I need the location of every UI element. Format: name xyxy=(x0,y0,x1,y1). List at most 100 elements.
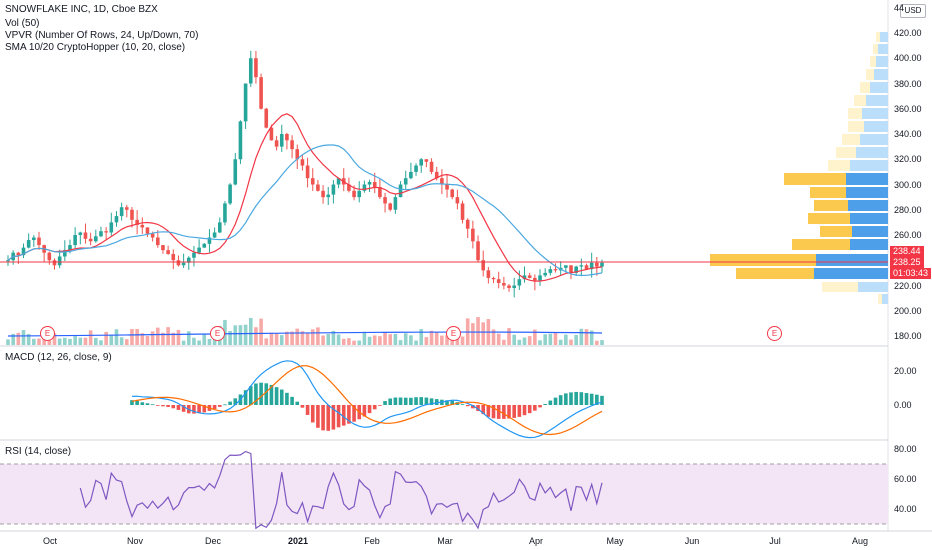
time-axis[interactable]: Oct Nov Dec 2021 Feb Mar Apr May Jun Jul Aug xyxy=(0,531,888,550)
vpvr-down-bar xyxy=(810,187,846,198)
candle-body xyxy=(331,184,336,195)
volume-bar xyxy=(341,338,346,345)
macd-histogram-bar xyxy=(202,405,207,413)
candle-body xyxy=(140,224,145,228)
vpvr-down-bar xyxy=(848,108,862,119)
candle-body xyxy=(295,149,300,160)
indicator-vol-label[interactable]: Vol (50) xyxy=(5,18,40,29)
time-tick: Apr xyxy=(528,536,544,546)
currency-button[interactable]: USD xyxy=(900,4,926,18)
volume-bar xyxy=(548,333,553,345)
volume-bar xyxy=(176,329,181,345)
candle-body xyxy=(83,232,88,239)
countdown-badge: 01:03:43 xyxy=(890,268,932,279)
volume-bar xyxy=(259,318,263,345)
price-tick: 220.00 xyxy=(894,280,922,291)
volume-bar xyxy=(52,333,57,345)
macd-histogram-bar xyxy=(522,405,527,416)
candle-body xyxy=(68,245,72,251)
time-tick: May xyxy=(606,536,624,546)
earnings-marker-1[interactable]: E xyxy=(40,326,55,341)
macd-histogram-bar xyxy=(331,405,336,430)
volume-bar xyxy=(512,334,516,345)
macd-histogram-bar xyxy=(434,399,439,405)
candle-body xyxy=(419,159,424,166)
vpvr-up-bar xyxy=(814,268,888,279)
volume-bar xyxy=(88,330,93,345)
candle-body xyxy=(502,282,506,286)
vpvr-up-bar xyxy=(848,200,888,211)
volume-bar xyxy=(37,338,41,345)
vpvr-up-bar xyxy=(866,95,888,106)
vpvr-down-bar xyxy=(836,147,856,158)
volume-bar xyxy=(155,327,160,345)
candle-body xyxy=(6,260,10,262)
rsi-label[interactable]: RSI (14, close) xyxy=(5,446,72,457)
time-tick: Nov xyxy=(126,536,144,546)
price-tick: 280.00 xyxy=(894,204,922,215)
macd-histogram-bar xyxy=(161,405,165,407)
candle-body xyxy=(254,58,258,78)
candle-body xyxy=(248,58,253,84)
candle-body xyxy=(538,275,542,281)
volume-bar xyxy=(403,333,408,345)
volume-bar xyxy=(362,331,367,345)
indicator-vpvr-label[interactable]: VPVR (Number Of Rows, 24, Up/Down, 70) xyxy=(5,30,199,41)
candle-body xyxy=(414,165,418,172)
volume-bar xyxy=(130,328,134,345)
macd-histogram-bar xyxy=(290,396,294,405)
volume-bar xyxy=(440,335,444,345)
current-price-badge: 238.25 xyxy=(890,257,924,268)
earnings-marker-2[interactable]: E xyxy=(210,326,225,341)
indicator-sma-label[interactable]: SMA 10/20 CryptoHopper (10, 20, close) xyxy=(5,42,186,53)
macd-histogram-bar xyxy=(538,405,542,408)
macd-histogram-bar xyxy=(476,405,480,412)
volume-bar xyxy=(398,340,403,345)
macd-label[interactable]: MACD (12, 26, close, 9) xyxy=(5,352,112,363)
volume-bar xyxy=(212,337,217,345)
volume-bar xyxy=(316,327,320,345)
candle-body xyxy=(440,178,444,185)
earnings-marker-3[interactable]: E xyxy=(446,326,461,341)
macd-histogram-bar xyxy=(450,400,455,405)
macd-histogram-bar xyxy=(326,405,331,431)
candle-body xyxy=(192,252,196,258)
macd-histogram-bar xyxy=(243,390,248,405)
candle-body xyxy=(486,270,491,278)
macd-histogram-bar xyxy=(341,405,346,426)
volume-bar xyxy=(383,333,387,345)
candle-body xyxy=(228,184,232,204)
macd-histogram-bar xyxy=(274,387,279,405)
volume-bar xyxy=(290,331,294,345)
candle-body xyxy=(186,257,191,263)
macd-histogram-bar xyxy=(321,405,325,431)
volume-bar xyxy=(393,333,398,345)
vpvr-down-bar xyxy=(736,268,814,279)
macd-histogram-bar xyxy=(295,401,300,405)
volume-bar xyxy=(228,330,232,345)
volume-bar xyxy=(305,333,310,345)
vpvr-down-bar xyxy=(808,213,850,224)
macd-histogram-bar xyxy=(502,405,506,419)
symbol-title: SNOWFLAKE INC, 1D, Cboe BZX xyxy=(5,4,158,15)
macd-histogram-bar xyxy=(176,405,181,410)
candle-body xyxy=(367,181,372,185)
macd-tick: 0.00 xyxy=(894,400,912,410)
volume-bar xyxy=(300,331,305,345)
candle-body xyxy=(223,203,227,223)
candle-body xyxy=(579,265,584,267)
macd-histogram-bar xyxy=(388,398,393,405)
macd-histogram-bar xyxy=(507,405,511,419)
macd-tick: 20.00 xyxy=(894,366,917,376)
macd-histogram-bar xyxy=(419,397,424,405)
volume-bar xyxy=(125,339,129,345)
macd-histogram-bar xyxy=(533,405,537,411)
rsi-tick: 80.00 xyxy=(894,444,917,454)
earnings-marker-4[interactable]: E xyxy=(767,326,782,341)
macd-histogram-bar xyxy=(558,395,563,405)
vpvr-down-bar xyxy=(814,200,848,211)
vpvr-down-bar xyxy=(854,95,866,106)
rsi-tick: 40.00 xyxy=(894,504,917,514)
candle-body xyxy=(476,241,480,261)
